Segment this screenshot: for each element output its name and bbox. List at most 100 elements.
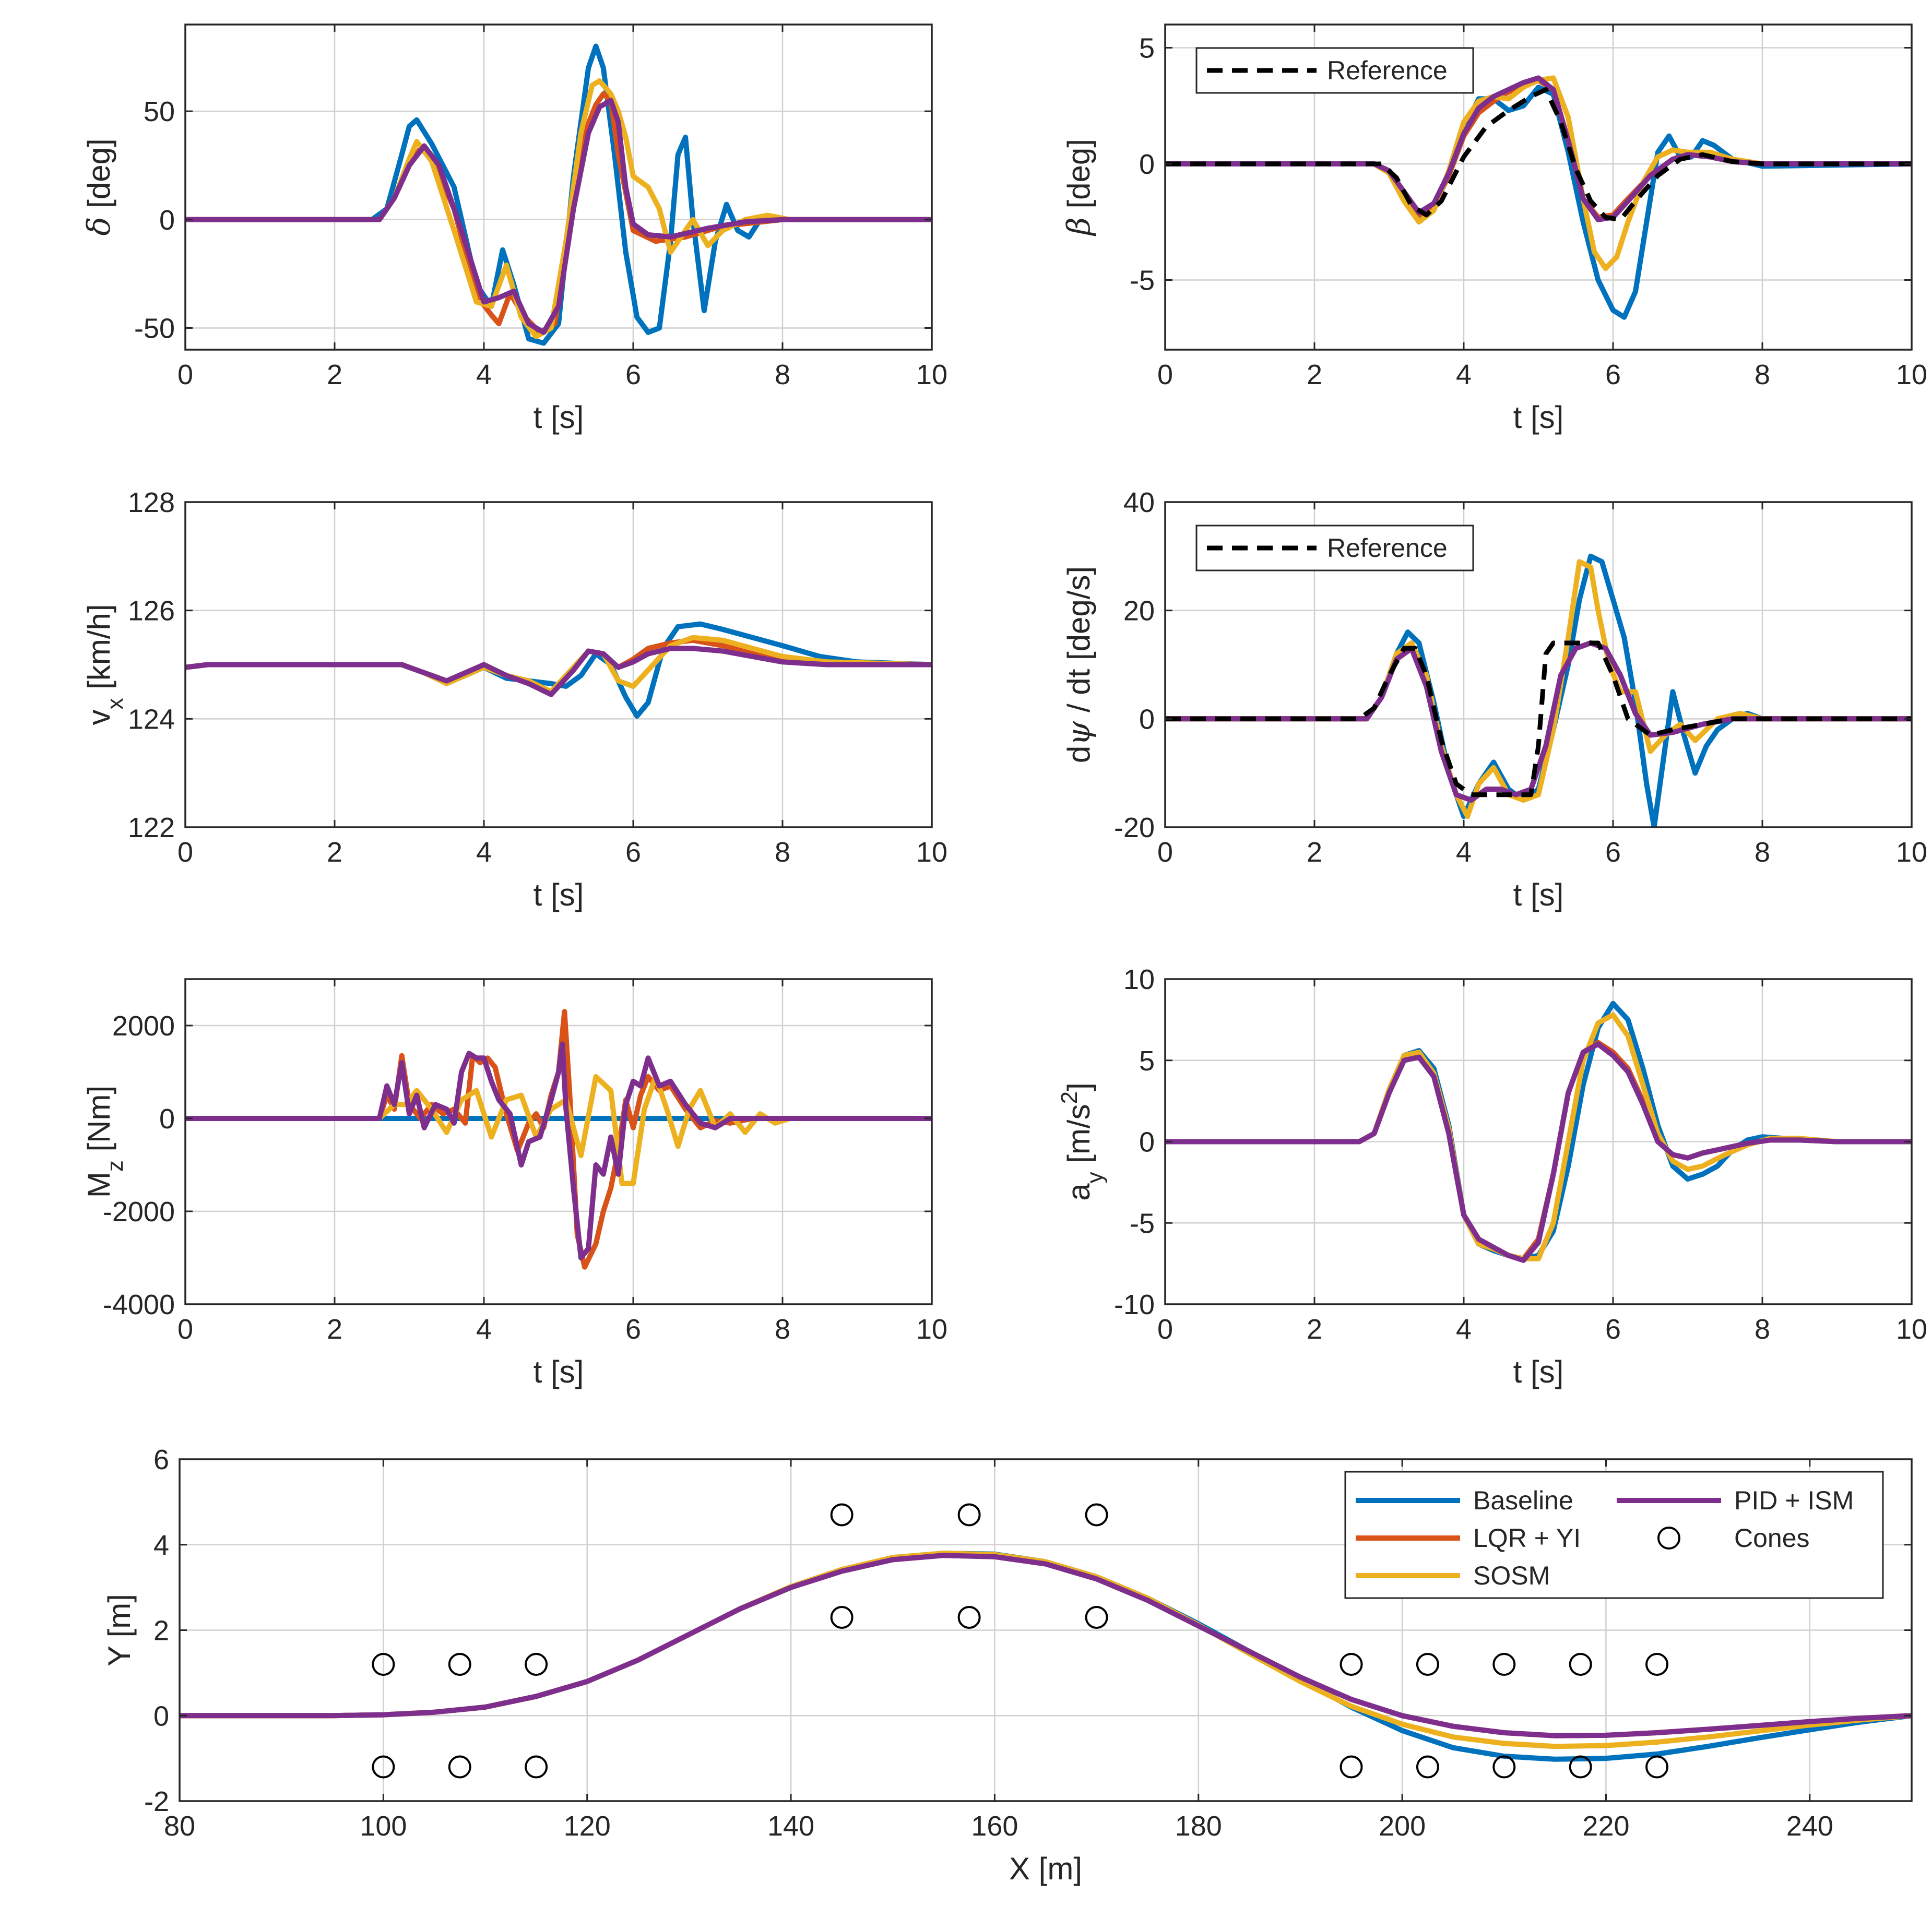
x-axis-label: t [s]: [534, 1354, 584, 1389]
chart-mz: 0 2 4 6 8 10 -4000 -2000 0 2000 t [s] Mz [Nm]: [81, 978, 947, 1389]
x-tick-label: 10: [1896, 1314, 1927, 1345]
y-axis-label: β [deg]: [1061, 139, 1097, 236]
legend-label: PID + ISM: [1734, 1486, 1854, 1515]
series-line-pid-ism: [185, 98, 932, 335]
x-tick-label: 10: [1896, 837, 1927, 868]
chart-ay: 0 2 4 6 8 10 -10 -5 0 5 10 t [s] ay [m/s2]: [1057, 964, 1928, 1389]
x-tick-label: 8: [775, 1314, 790, 1345]
x-axis-label: t [s]: [534, 400, 584, 435]
series-group: [1165, 553, 1912, 827]
cone-marker: [525, 1755, 548, 1779]
x-axis-label: t [s]: [1513, 1354, 1564, 1389]
x-tick-label: 6: [1605, 359, 1621, 390]
series-line-sosm: [185, 78, 932, 340]
x-tick-label: 0: [1157, 1314, 1173, 1345]
y-tick-label: 0: [153, 1700, 169, 1732]
y-tick-label: 2: [153, 1615, 169, 1647]
x-tick-label: 6: [1605, 837, 1621, 868]
axes-box: [184, 23, 933, 351]
legend-box: [1344, 1471, 1884, 1599]
series-group: [185, 43, 932, 346]
y-tick-label: 0: [1139, 149, 1155, 180]
y-tick-label: 124: [128, 704, 175, 735]
x-tick-label: 10: [916, 359, 947, 390]
legend-item: Cones: [1657, 1523, 1810, 1553]
x-tick-label: 6: [625, 1314, 641, 1345]
y-tick-label: 0: [1139, 1127, 1155, 1158]
cone-marker: [1492, 1755, 1516, 1779]
cone-marker: [525, 1653, 548, 1676]
series-line-sosm: [1165, 1012, 1912, 1261]
series-group: [185, 621, 932, 719]
cone-marker: [1645, 1653, 1669, 1676]
y-tick-label: -4000: [103, 1289, 175, 1320]
cone-marker: [1085, 1503, 1108, 1527]
legend: Baseline LQR + YI SOSM PID + ISM Cones: [1344, 1471, 1884, 1599]
legend-item: PID + ISM: [1617, 1486, 1854, 1515]
x-tick-label: 2: [327, 837, 342, 868]
plot-area: [185, 979, 932, 1304]
y-axis-label: δ [deg]: [81, 138, 117, 235]
x-tick-label: 6: [1605, 1314, 1621, 1345]
y-tick-label: 0: [1139, 704, 1155, 735]
y-tick-label: 5: [1139, 33, 1155, 64]
cone-marker: [1340, 1755, 1363, 1779]
legend-item: SOSM: [1356, 1561, 1550, 1590]
x-axis-label: X [m]: [1009, 1851, 1082, 1886]
x-tick-label: 140: [767, 1810, 814, 1842]
y-tick-label: -2000: [103, 1196, 175, 1228]
cone-marker: [1569, 1755, 1592, 1779]
legend-label: Reference: [1327, 56, 1448, 85]
y-tick-label: 20: [1123, 595, 1155, 627]
x-tick-label: 6: [625, 359, 641, 390]
legend-label: SOSM: [1473, 1561, 1550, 1590]
series-line-pid-ism: [185, 1041, 932, 1260]
cone-marker: [448, 1755, 471, 1779]
legend: Reference: [1195, 47, 1474, 94]
x-tick-label: 4: [476, 1314, 492, 1345]
axes-box: [184, 501, 933, 828]
x-tick-label: 6: [625, 837, 641, 868]
x-tick-label: 2: [327, 1314, 342, 1345]
series-group: [1165, 75, 1912, 320]
legend-item: LQR + YI: [1356, 1523, 1581, 1553]
legend-label: LQR + YI: [1473, 1523, 1581, 1553]
x-tick-label: 10: [916, 1314, 947, 1345]
x-axis-label: t [s]: [534, 877, 584, 912]
chart-trajectory: 80 100 120 140 160 180 200 220 240 -2 0 2 4 6 X [m] Y […: [102, 1444, 1913, 1886]
x-tick-label: 4: [1456, 837, 1472, 868]
x-tick-label: 100: [360, 1810, 407, 1842]
y-axis-label: Y [m]: [102, 1594, 137, 1666]
x-tick-label: 200: [1379, 1810, 1426, 1842]
y-axis-label: ay [m/s2]: [1057, 1082, 1108, 1201]
series-line-reference: [1165, 87, 1912, 222]
axes-box: [184, 978, 933, 1305]
y-tick-label: -2: [144, 1786, 169, 1817]
cone-marker: [1340, 1653, 1363, 1676]
x-tick-label: 8: [1755, 837, 1770, 868]
x-tick-label: 0: [1157, 837, 1173, 868]
y-tick-label: 50: [144, 96, 175, 127]
x-tick-label: 2: [1307, 359, 1322, 390]
cone-marker: [1416, 1653, 1439, 1676]
y-tick-label: -10: [1114, 1289, 1155, 1320]
y-tick-label: 122: [128, 812, 175, 843]
axes-box: [1164, 501, 1913, 828]
axes-box: [1164, 23, 1913, 351]
series-line-reference: [1165, 640, 1912, 797]
chart-beta: 0 2 4 6 8 10 -5 0 5 t [s] β [deg] Reference: [1061, 23, 1927, 435]
x-tick-label: 10: [1896, 359, 1927, 390]
cone-marker: [1569, 1653, 1592, 1676]
x-tick-label: 4: [1456, 1314, 1472, 1345]
y-axis-label: dψ / dt [deg/s]: [1061, 566, 1097, 763]
y-tick-label: 6: [153, 1444, 169, 1475]
x-tick-label: 8: [775, 359, 790, 390]
legend-label: Cones: [1734, 1523, 1810, 1553]
cone-marker: [1416, 1755, 1439, 1779]
y-tick-label: 2000: [112, 1010, 175, 1042]
x-tick-label: 8: [1755, 1314, 1770, 1345]
x-tick-label: 220: [1582, 1810, 1629, 1842]
x-axis-label: t [s]: [1513, 400, 1564, 435]
